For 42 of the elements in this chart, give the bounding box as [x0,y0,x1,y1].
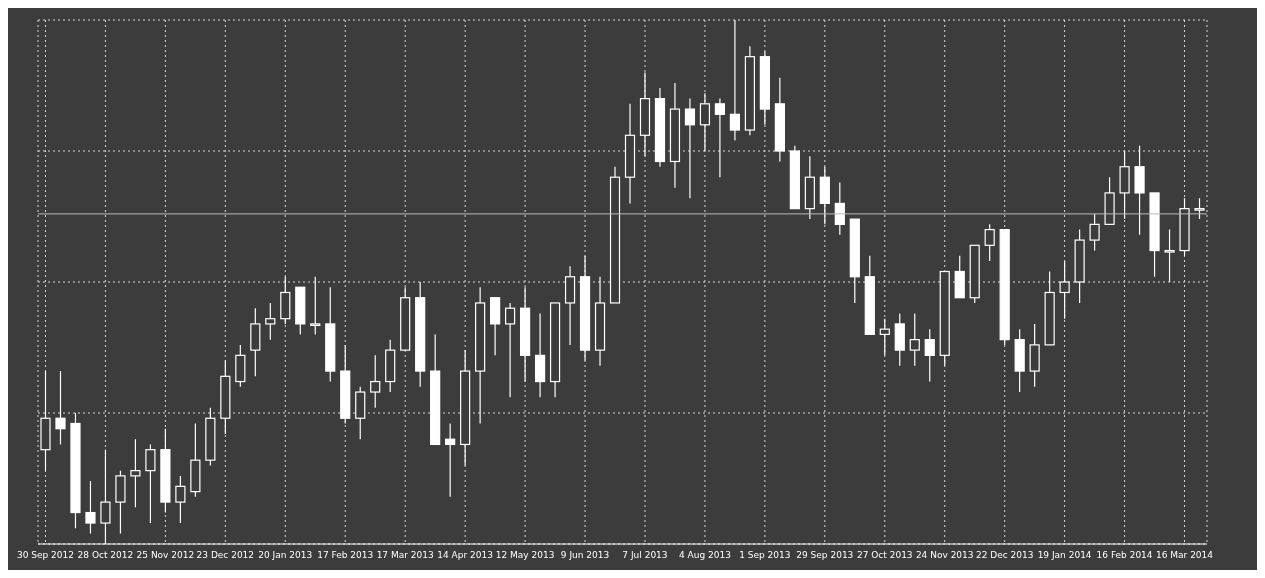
candlestick [130,438,141,508]
x-tick-label: 20 Jan 2013 [258,550,313,561]
x-tick-label: 17 Feb 2013 [317,550,374,561]
candlestick [85,480,96,535]
x-tick-label: 16 Feb 2014 [1096,550,1153,561]
x-tick-label: 7 Jul 2013 [622,550,668,561]
candlestick [699,92,711,152]
candlestick [909,312,920,367]
x-tick-label: 29 Sep 2013 [796,550,854,561]
candlestick [729,20,741,142]
x-tick-label: 1 Sep 2013 [739,550,791,561]
candlestick [984,223,995,262]
x-tick-label: 17 Mar 2013 [376,550,434,561]
x-tick-label: 19 Jan 2014 [1037,550,1092,561]
x-tick-label: 28 Oct 2012 [77,550,134,561]
candlestick [145,443,156,524]
candlestick [924,328,935,383]
candlestick [1194,197,1205,220]
x-tick-label: 4 Aug 2013 [678,550,731,561]
candlestick [879,318,890,356]
candlestick [505,302,516,398]
x-tick-label: 24 Nov 2013 [915,550,974,561]
candlestick [310,276,321,335]
x-tick-label: 25 Nov 2012 [136,550,195,561]
candlestick [55,370,66,446]
x-tick-label: 23 Dec 2012 [196,550,255,561]
x-tick-label: 14 Apr 2013 [437,550,493,561]
candlestick [445,422,456,498]
candlestick [684,98,696,199]
x-tick-label: 27 Oct 2013 [856,550,913,561]
candlestick [1164,229,1175,283]
candlestick [370,354,381,409]
x-tick-label: 22 Dec 2013 [975,550,1034,561]
x-tick-label: 9 Jun 2013 [560,550,610,561]
candlestick [265,302,276,341]
candlestick [1089,213,1100,252]
candlestick [175,475,186,524]
candlestick [1059,260,1070,320]
candlestick [714,98,726,178]
x-tick-label: 12 May 2013 [495,550,555,561]
x-tick-label: 16 Mar 2014 [1155,550,1214,561]
x-tick-label: 30 Sep 2012 [16,550,75,561]
